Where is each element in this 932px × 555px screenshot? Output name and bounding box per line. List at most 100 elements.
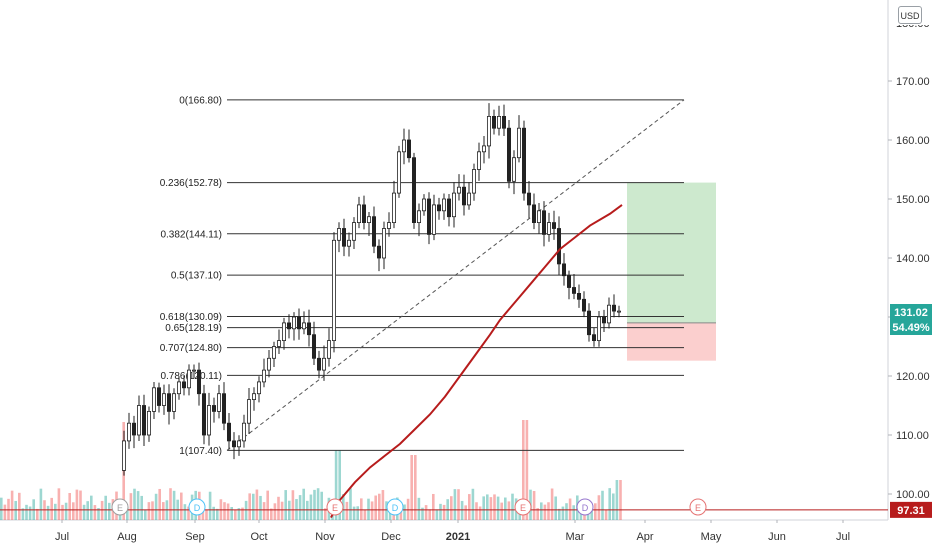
candle-body (136, 405, 141, 436)
candle-body (196, 369, 201, 395)
event-marker (111, 498, 129, 516)
volume-bar (532, 490, 536, 520)
candle-body (592, 334, 597, 342)
candle-body (597, 316, 602, 342)
volume-bar (619, 480, 622, 520)
currency-button[interactable]: USD (898, 6, 922, 24)
candle-body (381, 228, 386, 259)
volume-bar (489, 497, 493, 520)
candle-body (572, 287, 577, 294)
volume-bar (439, 503, 442, 520)
candle-body (446, 198, 451, 218)
candle-body (401, 139, 406, 153)
y-tick-label: 120.00 (896, 371, 930, 383)
candle-body (421, 198, 426, 212)
candle-body (391, 192, 396, 224)
volume-bar (450, 496, 453, 520)
x-tick-label: May (701, 531, 722, 543)
candle-body (221, 393, 226, 424)
candle-body (537, 210, 542, 224)
event-marker (514, 498, 532, 516)
volume-bar (230, 506, 233, 520)
volume-bar (18, 492, 21, 520)
change-percent-label-bg (890, 319, 932, 335)
volume-bar (352, 506, 356, 520)
event-marker-letter: D (194, 503, 201, 513)
x-tick-label: Aug (117, 531, 137, 543)
candle-body (316, 357, 321, 371)
event-marker-letter: E (117, 503, 123, 513)
x-tick-label: Jul (55, 531, 69, 543)
volume-bar (75, 489, 79, 520)
volume-bar (104, 495, 107, 520)
candle-body (291, 316, 296, 330)
volume-bar (180, 492, 183, 520)
volume-bar (349, 488, 352, 520)
candle-body (141, 405, 146, 436)
volume-bar (561, 506, 565, 520)
volume-bar (417, 497, 421, 520)
candle-body (567, 275, 572, 288)
volume-bar (316, 488, 320, 520)
volume-bar (61, 504, 64, 520)
volume-bar (435, 509, 439, 520)
volume-bar (162, 502, 165, 520)
volume-bar (86, 501, 89, 520)
volume-bar (169, 488, 172, 520)
candle-body (191, 369, 196, 372)
volume-bar (370, 501, 374, 520)
candle-body (241, 422, 246, 442)
event-marker (689, 498, 707, 516)
candle-body (587, 310, 592, 336)
volume-bar (54, 503, 57, 520)
volume-bar (244, 500, 248, 520)
volume-bar (158, 488, 161, 520)
volume-bar (208, 491, 212, 520)
candle-body (341, 228, 346, 247)
volume-bar (252, 493, 255, 520)
candle-body (181, 381, 186, 389)
candle-body (326, 340, 331, 359)
fib-level-label: 0.382(144.11) (160, 229, 222, 240)
volume-bar (428, 509, 431, 520)
candle-body (612, 304, 617, 312)
candle-body (486, 116, 491, 147)
volume-bar (482, 496, 485, 520)
fib-level-label: 0.65(128.19) (165, 323, 222, 334)
event-marker (576, 498, 594, 516)
event-marker-letter: E (332, 503, 338, 513)
volume-bar (68, 492, 71, 520)
volume-bar (21, 508, 25, 520)
candle-body (481, 145, 486, 153)
y-tick-label: 110.00 (896, 430, 929, 442)
x-tick-label: Mar (566, 531, 585, 543)
candle-body (366, 216, 371, 223)
change-percent-label: 54.49% (892, 322, 930, 334)
candle-body (127, 422, 132, 442)
candle-body (321, 357, 326, 371)
candle-body (336, 228, 341, 241)
candle-body (271, 346, 276, 359)
stop-zone (627, 322, 716, 361)
candle-body (532, 204, 537, 223)
volume-bar (201, 509, 205, 520)
volume-bar (543, 504, 547, 520)
volume-bar (345, 501, 349, 520)
volume-bar (136, 491, 140, 520)
volume-bar (594, 503, 597, 520)
candle-body (491, 116, 496, 129)
fib-level-label: 0.236(152.78) (160, 178, 222, 189)
event-marker-letter: D (392, 503, 399, 513)
volume-bar (572, 505, 575, 520)
volume-bar (3, 504, 7, 520)
candle-body (552, 222, 557, 229)
last-price-label-bg (890, 304, 932, 320)
candle-body (146, 410, 151, 436)
volume-bar (262, 502, 266, 520)
y-tick-label: 150.00 (896, 194, 930, 206)
candle-body (131, 422, 136, 436)
candle-body (436, 204, 441, 212)
volume-bar (46, 505, 50, 520)
